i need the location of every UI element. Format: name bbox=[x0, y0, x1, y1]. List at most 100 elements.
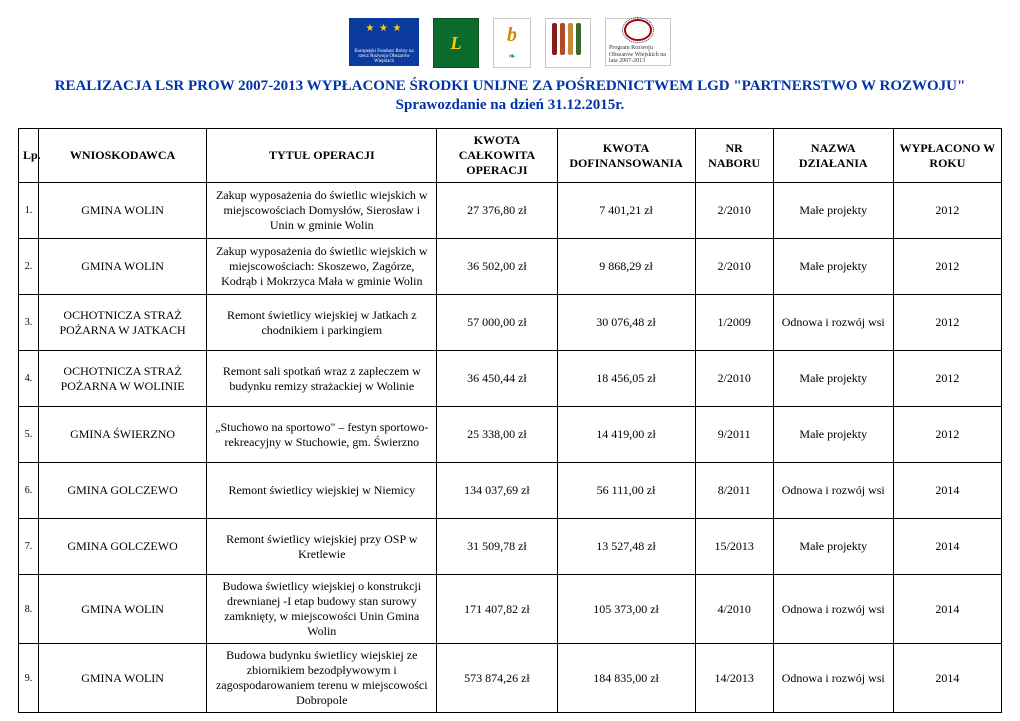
cell-total: 134 037,69 zł bbox=[437, 463, 557, 519]
cell-action: Odnowa i rozwój wsi bbox=[773, 463, 893, 519]
cell-nr: 2/2010 bbox=[695, 351, 773, 407]
cell-action: Odnowa i rozwój wsi bbox=[773, 295, 893, 351]
cell-applicant: GMINA WOLIN bbox=[39, 575, 207, 644]
cell-action: Małe projekty bbox=[773, 183, 893, 239]
cell-action: Małe projekty bbox=[773, 519, 893, 575]
col-lp: Lp. bbox=[19, 129, 39, 183]
logo-row: ★ ★ ★ Europejski Fundusz Rolny na rzecz … bbox=[18, 18, 1002, 68]
cell-year: 2012 bbox=[893, 183, 1001, 239]
cell-applicant: GMINA GOLCZEWO bbox=[39, 519, 207, 575]
table-row: 9.GMINA WOLINBudowa budynku świetlicy wi… bbox=[19, 644, 1002, 713]
cell-action: Odnowa i rozwój wsi bbox=[773, 644, 893, 713]
cell-applicant: GMINA WOLIN bbox=[39, 183, 207, 239]
table-row: 6.GMINA GOLCZEWORemont świetlicy wiejski… bbox=[19, 463, 1002, 519]
cell-title: Remont świetlicy wiejskiej w Jatkach z c… bbox=[207, 295, 437, 351]
stripes-logo bbox=[545, 18, 591, 68]
cell-lp: 1. bbox=[19, 183, 39, 239]
cell-total: 31 509,78 zł bbox=[437, 519, 557, 575]
cell-total: 27 376,80 zł bbox=[437, 183, 557, 239]
cell-action: Małe projekty bbox=[773, 407, 893, 463]
cell-total: 36 450,44 zł bbox=[437, 351, 557, 407]
cell-lp: 4. bbox=[19, 351, 39, 407]
col-fund: KWOTA DOFINANSOWANIA bbox=[557, 129, 695, 183]
cell-fund: 9 868,29 zł bbox=[557, 239, 695, 295]
cell-year: 2012 bbox=[893, 239, 1001, 295]
cell-fund: 7 401,21 zł bbox=[557, 183, 695, 239]
cell-nr: 14/2013 bbox=[695, 644, 773, 713]
b-logo: b❧ bbox=[493, 18, 531, 68]
cell-total: 36 502,00 zł bbox=[437, 239, 557, 295]
eu-flag-logo: ★ ★ ★ Europejski Fundusz Rolny na rzecz … bbox=[349, 18, 419, 66]
cell-nr: 1/2009 bbox=[695, 295, 773, 351]
cell-title: Remont świetlicy wiejskiej przy OSP w Kr… bbox=[207, 519, 437, 575]
page-subtitle: Sprawozdanie na dzień 31.12.2015r. bbox=[18, 97, 1002, 114]
cell-lp: 7. bbox=[19, 519, 39, 575]
cell-lp: 9. bbox=[19, 644, 39, 713]
cell-action: Odnowa i rozwój wsi bbox=[773, 575, 893, 644]
prow-logo: Program Rozwoju Obszarów Wiejskich na la… bbox=[605, 18, 671, 66]
cell-title: „Stuchowo na sportowo" – festyn sportowo… bbox=[207, 407, 437, 463]
cell-fund: 56 111,00 zł bbox=[557, 463, 695, 519]
cell-year: 2014 bbox=[893, 644, 1001, 713]
table-row: 7.GMINA GOLCZEWORemont świetlicy wiejski… bbox=[19, 519, 1002, 575]
col-title: TYTUŁ OPERACJI bbox=[207, 129, 437, 183]
cell-title: Zakup wyposażenia do świetlic wiejskich … bbox=[207, 183, 437, 239]
cell-title: Remont sali spotkań wraz z zapleczem w b… bbox=[207, 351, 437, 407]
page-title: REALIZACJA LSR PROW 2007-2013 WYPŁACONE … bbox=[18, 78, 1002, 95]
cell-applicant: OCHOTNICZA STRAŻ POŻARNA W WOLINIE bbox=[39, 351, 207, 407]
data-table: Lp. WNIOSKODAWCA TYTUŁ OPERACJI KWOTA CA… bbox=[18, 128, 1002, 713]
table-row: 3.OCHOTNICZA STRAŻ POŻARNA W JATKACHRemo… bbox=[19, 295, 1002, 351]
cell-lp: 6. bbox=[19, 463, 39, 519]
cell-year: 2014 bbox=[893, 463, 1001, 519]
cell-year: 2012 bbox=[893, 351, 1001, 407]
cell-action: Małe projekty bbox=[773, 239, 893, 295]
cell-applicant: GMINA WOLIN bbox=[39, 644, 207, 713]
cell-fund: 30 076,48 zł bbox=[557, 295, 695, 351]
cell-lp: 3. bbox=[19, 295, 39, 351]
cell-applicant: GMINA GOLCZEWO bbox=[39, 463, 207, 519]
col-year: WYPŁACONO W ROKU bbox=[893, 129, 1001, 183]
col-app: WNIOSKODAWCA bbox=[39, 129, 207, 183]
cell-lp: 8. bbox=[19, 575, 39, 644]
cell-year: 2014 bbox=[893, 519, 1001, 575]
cell-nr: 8/2011 bbox=[695, 463, 773, 519]
table-row: 5.GMINA ŚWIERZNO„Stuchowo na sportowo" –… bbox=[19, 407, 1002, 463]
col-total: KWOTA CAŁKOWITA OPERACJI bbox=[437, 129, 557, 183]
cell-nr: 2/2010 bbox=[695, 183, 773, 239]
cell-applicant: GMINA WOLIN bbox=[39, 239, 207, 295]
table-row: 4.OCHOTNICZA STRAŻ POŻARNA W WOLINIERemo… bbox=[19, 351, 1002, 407]
cell-fund: 13 527,48 zł bbox=[557, 519, 695, 575]
cell-applicant: OCHOTNICZA STRAŻ POŻARNA W JATKACH bbox=[39, 295, 207, 351]
table-header-row: Lp. WNIOSKODAWCA TYTUŁ OPERACJI KWOTA CA… bbox=[19, 129, 1002, 183]
table-row: 2.GMINA WOLINZakup wyposażenia do świetl… bbox=[19, 239, 1002, 295]
cell-fund: 14 419,00 zł bbox=[557, 407, 695, 463]
page: ★ ★ ★ Europejski Fundusz Rolny na rzecz … bbox=[0, 18, 1020, 713]
cell-year: 2014 bbox=[893, 575, 1001, 644]
cell-total: 171 407,82 zł bbox=[437, 575, 557, 644]
cell-fund: 184 835,00 zł bbox=[557, 644, 695, 713]
cell-total: 573 874,26 zł bbox=[437, 644, 557, 713]
cell-nr: 4/2010 bbox=[695, 575, 773, 644]
cell-lp: 5. bbox=[19, 407, 39, 463]
cell-title: Remont świetlicy wiejskiej w Niemicy bbox=[207, 463, 437, 519]
leader-logo: L bbox=[433, 18, 479, 68]
cell-year: 2012 bbox=[893, 407, 1001, 463]
cell-year: 2012 bbox=[893, 295, 1001, 351]
cell-nr: 15/2013 bbox=[695, 519, 773, 575]
col-nr: NR NABORU bbox=[695, 129, 773, 183]
cell-fund: 105 373,00 zł bbox=[557, 575, 695, 644]
col-act: NAZWA DZIAŁANIA bbox=[773, 129, 893, 183]
cell-title: Zakup wyposażenia do świetlic wiejskich … bbox=[207, 239, 437, 295]
cell-action: Małe projekty bbox=[773, 351, 893, 407]
table-row: 1.GMINA WOLINZakup wyposażenia do świetl… bbox=[19, 183, 1002, 239]
cell-title: Budowa świetlicy wiejskiej o konstrukcji… bbox=[207, 575, 437, 644]
cell-fund: 18 456,05 zł bbox=[557, 351, 695, 407]
table-row: 8.GMINA WOLINBudowa świetlicy wiejskiej … bbox=[19, 575, 1002, 644]
cell-title: Budowa budynku świetlicy wiejskiej ze zb… bbox=[207, 644, 437, 713]
cell-lp: 2. bbox=[19, 239, 39, 295]
cell-nr: 2/2010 bbox=[695, 239, 773, 295]
cell-total: 25 338,00 zł bbox=[437, 407, 557, 463]
cell-applicant: GMINA ŚWIERZNO bbox=[39, 407, 207, 463]
cell-nr: 9/2011 bbox=[695, 407, 773, 463]
cell-total: 57 000,00 zł bbox=[437, 295, 557, 351]
